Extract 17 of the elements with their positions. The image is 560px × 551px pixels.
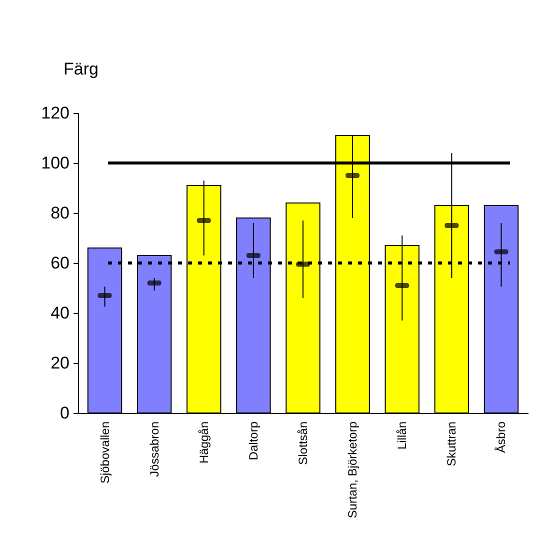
x-tick-label: Slottsån: [296, 422, 310, 465]
y-tick-label: 100: [41, 154, 70, 172]
x-tick-label: Lillån: [395, 422, 410, 450]
y-tick-label: 80: [50, 204, 70, 222]
y-tick-label: 40: [50, 304, 70, 322]
x-tick-label: Surtan, Björketorp: [346, 421, 360, 518]
x-tick-label: Åsbro: [494, 421, 508, 453]
y-axis-title: Färg: [64, 60, 98, 78]
x-tick-label: Skuttran: [444, 422, 459, 466]
x-tick-label: Daltorp: [246, 421, 260, 460]
y-tick-label: 120: [41, 104, 70, 122]
x-tick-label: Sjöbovallen: [98, 422, 112, 484]
y-tick-label: 0: [60, 404, 70, 422]
y-tick-label: 20: [50, 354, 70, 372]
x-tick-label: Häggån: [196, 422, 211, 464]
x-tick-label: Jössabron: [147, 422, 162, 477]
y-tick-label: 60: [50, 254, 70, 272]
